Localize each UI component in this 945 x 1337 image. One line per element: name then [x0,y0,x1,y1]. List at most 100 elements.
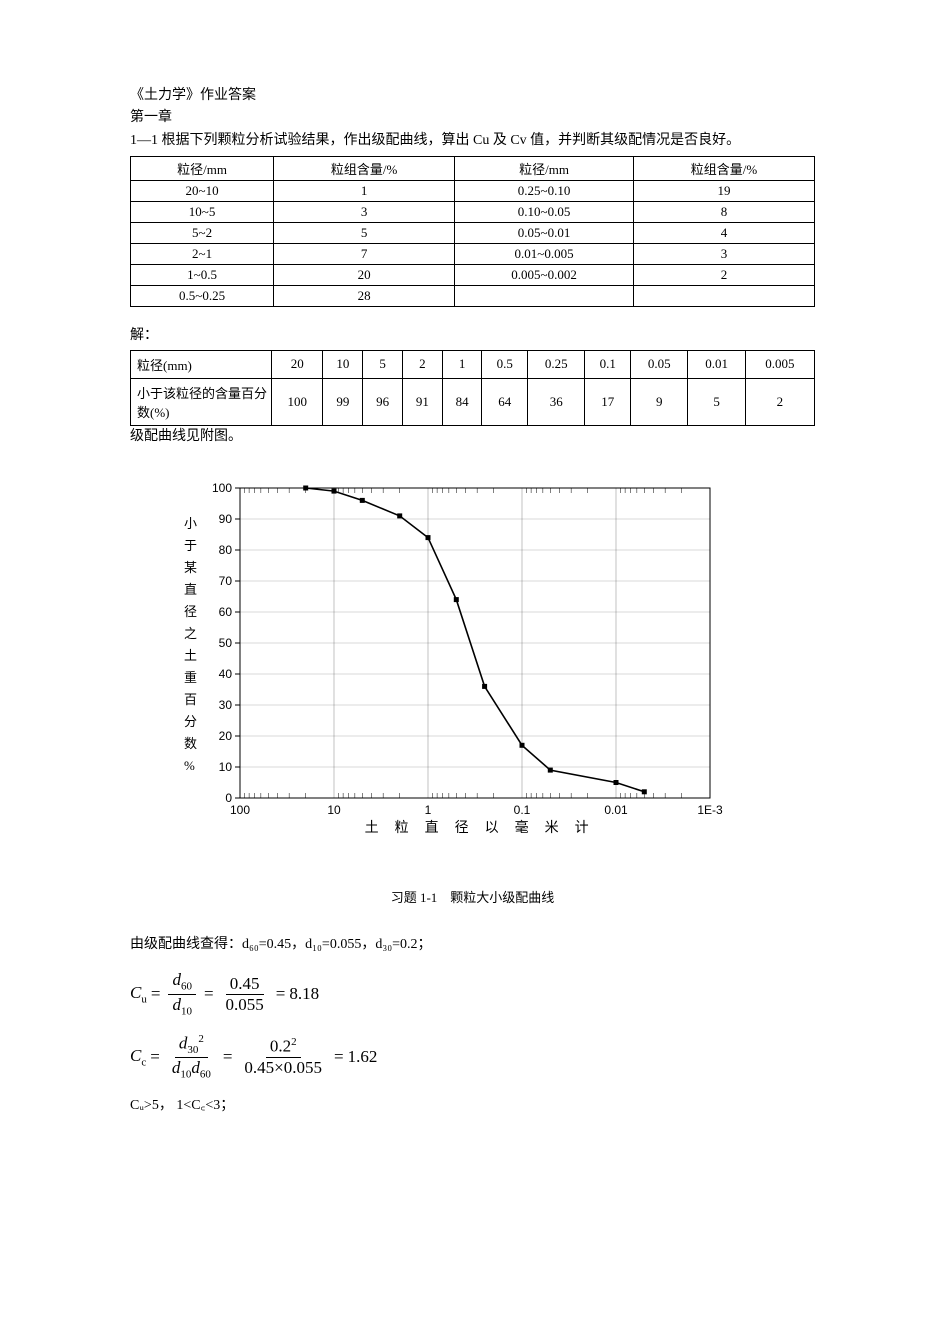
table1-cell: 4 [634,223,815,244]
svg-text:直: 直 [425,819,439,836]
svg-text:0.1: 0.1 [514,803,531,817]
table1-cell: 2 [634,265,815,286]
svg-text:10: 10 [219,760,233,774]
table1-cell: 7 [274,244,455,265]
table1-cell: 1~0.5 [131,265,274,286]
svg-text:土: 土 [365,820,379,836]
table2-cell: 64 [482,378,528,425]
table2-cell: 2 [402,350,442,378]
table1-cell: 5 [274,223,455,244]
table1-cell: 10~5 [131,202,274,223]
svg-text:数: 数 [184,736,197,751]
svg-text:%: % [184,758,195,773]
solution-label: 解： [130,325,815,347]
table2-cell: 84 [442,378,482,425]
table1-cell: 0.25~0.10 [455,181,634,202]
grading-curve-svg: 01020304050607080901001001010.10.011E-3小… [170,468,730,868]
svg-text:毫: 毫 [515,819,529,836]
table1-cell: 19 [634,181,815,202]
table1-cell: 1 [274,181,455,202]
svg-text:土: 土 [184,648,197,663]
svg-text:40: 40 [219,667,233,681]
table2-cell: 10 [323,350,363,378]
table2-cell: 0.005 [745,350,814,378]
table1-cell: 0.05~0.01 [455,223,634,244]
table1-header: 粒组含量/% [634,157,815,181]
svg-text:重: 重 [184,670,197,685]
svg-text:1E-3: 1E-3 [697,803,723,817]
table1-cell: 28 [274,286,455,307]
svg-text:0.01: 0.01 [604,803,628,817]
table1-cell: 3 [634,244,815,265]
table1-cell: 0.5~0.25 [131,286,274,307]
table1-cell: 3 [274,202,455,223]
doc-title: 《土力学》作业答案 [130,85,815,107]
svg-text:米: 米 [545,820,559,836]
svg-text:20: 20 [219,729,233,743]
table1-cell: 2~1 [131,244,274,265]
table2-cell: 9 [631,378,688,425]
cu-equation: Cu = d60 d10 = 0.45 0.055 = 8.18 [130,970,815,1018]
svg-text:于: 于 [184,538,197,553]
svg-text:小: 小 [184,516,197,531]
table1-cell: 8 [634,202,815,223]
table2-cell: 1 [442,350,482,378]
svg-text:70: 70 [219,574,233,588]
svg-text:径: 径 [455,820,469,836]
chart-caption: 习题 1-1 颗粒大小级配曲线 [130,887,815,906]
problem-statement: 1—1 根据下列颗粒分析试验结果，作出级配曲线，算出 Cu 及 Cv 值，并判断… [130,130,815,152]
cc-equation: Cc = d302 d10d60 = 0.22 0.45×0.055 = 1.6… [130,1033,815,1082]
table1-cell: 0.005~0.002 [455,265,634,286]
svg-text:100: 100 [212,481,232,495]
svg-text:90: 90 [219,512,233,526]
svg-text:以: 以 [485,821,499,836]
table2-cell: 36 [528,378,585,425]
table1-cell: 20 [274,265,455,286]
table2-cell: 0.05 [631,350,688,378]
table1-header: 粒组含量/% [274,157,455,181]
table1-cell: 0.10~0.05 [455,202,634,223]
table2-cell: 17 [585,378,631,425]
table2-cell: 0.5 [482,350,528,378]
table2-cell: 0.01 [688,350,745,378]
svg-text:粒: 粒 [395,820,409,836]
svg-text:10: 10 [327,803,341,817]
table2-cell: 2 [745,378,814,425]
svg-text:30: 30 [219,698,233,712]
svg-text:径: 径 [184,604,197,619]
table1-header: 粒径/mm [131,157,274,181]
table2-cell: 0.25 [528,350,585,378]
svg-text:直: 直 [184,582,197,597]
table2-cell: 5 [363,350,403,378]
final-inequality: Cᵤ>5， 1<C꜀<3； [130,1095,815,1117]
table2-cell: 96 [363,378,403,425]
curve-note: 级配曲线见附图。 [130,426,815,448]
table1-cell [455,286,634,307]
table2-rowhead: 粒径(mm) [131,350,272,378]
grain-group-table: 粒径/mm 粒组含量/% 粒径/mm 粒组含量/% 20~1010.25~0.1… [130,156,815,307]
svg-text:1: 1 [425,803,432,817]
svg-text:百: 百 [184,692,197,707]
grading-curve-chart: 01020304050607080901001001010.10.011E-3小… [170,468,815,873]
svg-text:50: 50 [219,636,233,650]
curve-readoff: 由级配曲线查得：d₆₀=0.45，d₁₀=0.055，d₃₀=0.2； [130,934,815,956]
table1-cell: 0.01~0.005 [455,244,634,265]
table2-cell: 20 [272,350,323,378]
cumulative-table: 粒径(mm) 20105210.50.250.10.050.010.005 小于… [130,350,815,426]
table2-cell: 99 [323,378,363,425]
table2-cell: 0.1 [585,350,631,378]
table2-rowhead: 小于该粒径的含量百分数(%) [131,378,272,425]
table1-cell: 20~10 [131,181,274,202]
svg-text:100: 100 [230,803,250,817]
table2-cell: 100 [272,378,323,425]
svg-text:60: 60 [219,605,233,619]
table1-cell: 5~2 [131,223,274,244]
svg-text:分: 分 [184,714,197,729]
table2-cell: 91 [402,378,442,425]
svg-text:计: 计 [575,820,589,836]
svg-text:之: 之 [184,626,197,641]
table2-cell: 5 [688,378,745,425]
svg-text:80: 80 [219,543,233,557]
svg-text:某: 某 [184,560,197,575]
chapter-heading: 第一章 [130,107,815,129]
